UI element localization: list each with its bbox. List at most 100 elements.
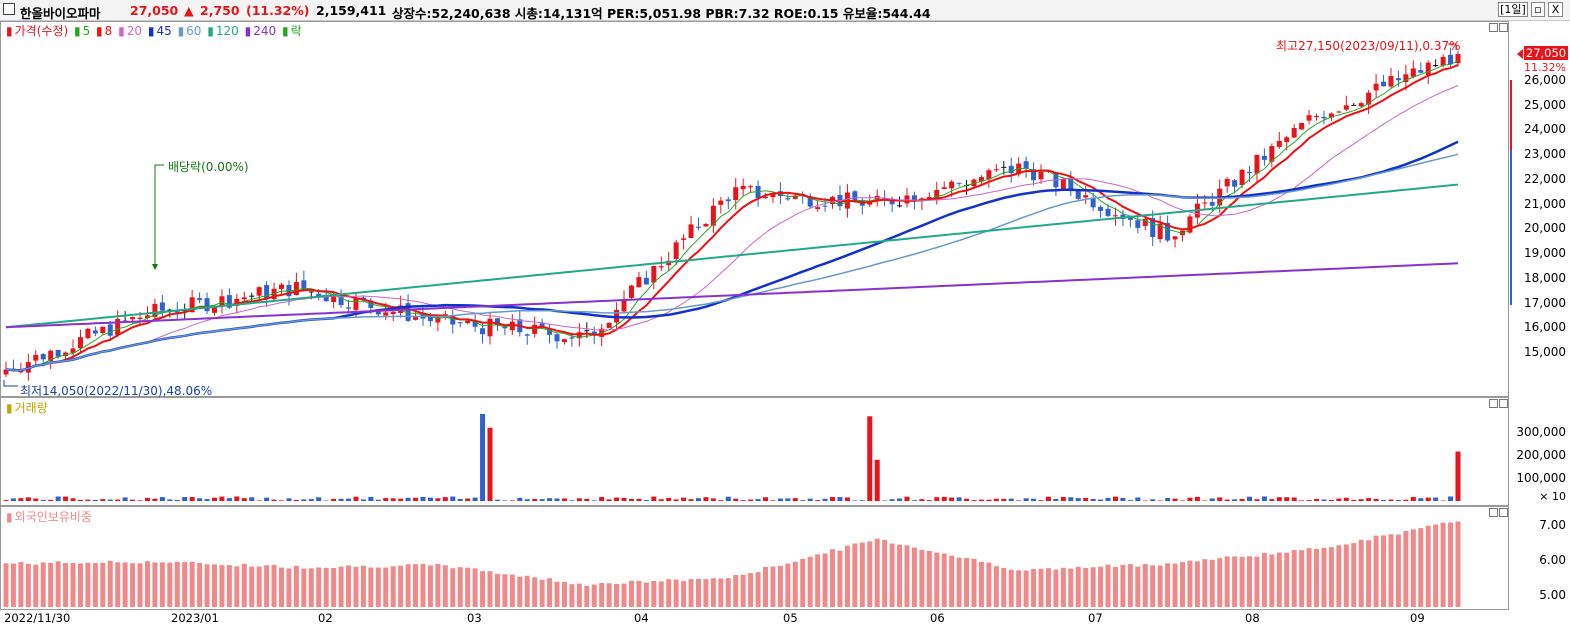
foreign-bar [100, 562, 106, 607]
candle-body [85, 328, 91, 339]
foreign-bar [1098, 566, 1104, 607]
candle-body [815, 207, 821, 210]
foreign-bar [1254, 556, 1260, 607]
volume-bar [271, 499, 277, 501]
volume-bar [1165, 498, 1171, 501]
close-icon[interactable]: X [1548, 2, 1563, 17]
foreign-bar [718, 578, 724, 607]
foreign-bar [591, 584, 597, 607]
panel-maximize-icon[interactable] [1499, 23, 1508, 32]
foreign-bar [70, 562, 76, 607]
foreign-bar [48, 563, 54, 607]
volume-panel[interactable] [0, 397, 1509, 506]
candle-body [77, 337, 83, 349]
select-checkbox[interactable] [3, 3, 15, 15]
volume-bar [1247, 496, 1253, 501]
price-panel[interactable] [0, 21, 1509, 397]
moving-average-line [5, 85, 1459, 371]
panel-minimize-icon[interactable] [1489, 23, 1498, 32]
volume-bar [137, 500, 143, 501]
volume-bar [1373, 498, 1379, 501]
candle-body [852, 191, 858, 201]
volume-bar [658, 499, 664, 501]
foreign-bar [167, 562, 173, 607]
volume-bar [941, 496, 947, 501]
trade-volume: 2,159,411 [316, 3, 387, 18]
stock-stats: 상장수:52,240,638 시총:14,131억 PER:5,051.98 P… [392, 6, 931, 21]
foreign-bar [1217, 558, 1223, 607]
x-tick-label: 05 [783, 611, 798, 625]
current-price: 27,050 [130, 3, 179, 18]
foreign-bar [472, 568, 478, 607]
volume-bar [874, 459, 880, 501]
foreign-bar [1075, 566, 1081, 607]
candle-body [785, 198, 791, 200]
panel-maximize-icon[interactable] [1499, 399, 1508, 408]
volume-bar [815, 500, 821, 501]
period-selector[interactable]: [1일] [1498, 2, 1528, 17]
panel-minimize-icon[interactable] [1489, 508, 1498, 517]
volume-bar [993, 498, 999, 501]
panel-minimize-icon[interactable] [1489, 399, 1498, 408]
volume-bar [1395, 500, 1401, 501]
volume-bar [398, 498, 404, 501]
volume-bar [1314, 498, 1320, 501]
foreign-bar [271, 564, 277, 607]
foreign-bar [122, 562, 128, 607]
candle-body [197, 298, 203, 300]
volume-bar [130, 499, 136, 501]
candle-body [1224, 178, 1230, 187]
candle-body [658, 266, 664, 268]
volume-bar [1276, 497, 1282, 501]
price-tick: 26,000 [1524, 73, 1566, 87]
volume-bar [249, 497, 255, 501]
price-tick: 17,000 [1524, 295, 1566, 310]
foreign-bar [1008, 569, 1014, 607]
candle-body [234, 298, 240, 306]
foreign-bar [1172, 563, 1178, 607]
foreign-bar [666, 579, 672, 607]
volume-bar [152, 498, 158, 501]
foreign-bar [494, 573, 500, 607]
volume-bar [1209, 498, 1215, 501]
foreign-bar [695, 578, 701, 607]
volume-bar [383, 498, 389, 501]
price-tick: 16,000 [1524, 320, 1566, 335]
foreign-tick: 7.00 [1539, 518, 1566, 532]
foreign-bar [1023, 570, 1029, 607]
volume-bar [561, 498, 567, 501]
volume-bar [1157, 500, 1163, 501]
window-restore-icon[interactable]: ▫ [1531, 2, 1545, 17]
candle-body [100, 326, 106, 334]
volume-bar [1351, 499, 1357, 501]
legend-ma45: 45 [156, 24, 172, 38]
stock-name[interactable]: 한올바이오파마 [20, 6, 101, 21]
legend-marker: ▮ [6, 24, 13, 38]
foreign-bar [1194, 561, 1200, 607]
volume-bar [226, 498, 232, 501]
foreign-bar [949, 555, 955, 607]
foreign-bar [688, 579, 694, 607]
legend-drop: 락 [290, 24, 302, 38]
volume-bar [740, 500, 746, 501]
panel-maximize-icon[interactable] [1499, 508, 1508, 517]
volume-bar [1425, 497, 1431, 501]
volume-axis: 300,000 200,000 100,000 × 10 [1509, 397, 1570, 506]
volume-bar [1090, 498, 1096, 501]
volume-bar [763, 497, 769, 501]
volume-bar [964, 498, 970, 501]
volume-bar [494, 499, 500, 501]
low-arrow [3, 380, 18, 387]
moving-average-line [5, 60, 1459, 371]
volume-bar [971, 500, 977, 501]
volume-bar [547, 498, 553, 501]
volume-bar [442, 497, 448, 501]
volume-bar [1418, 498, 1424, 501]
foreign-bar [360, 565, 366, 607]
candle-body [375, 309, 381, 315]
candle-body [926, 197, 932, 200]
moving-average-line [5, 63, 1459, 372]
foreign-bar [279, 567, 285, 607]
candle-body [1023, 161, 1029, 169]
